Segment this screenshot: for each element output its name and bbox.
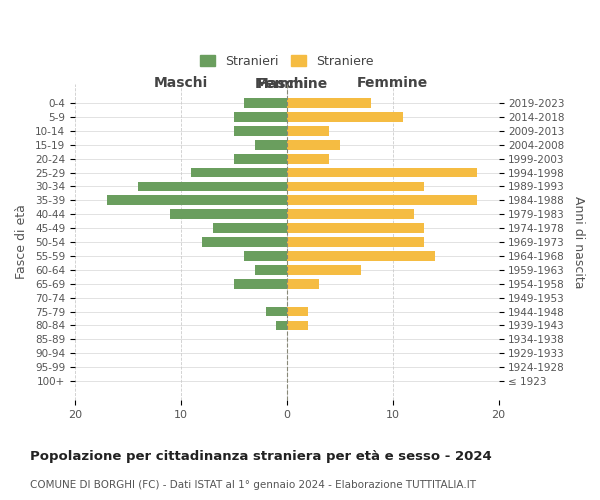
Bar (170, 210, 287, 219)
Bar (234, 279, 287, 288)
Text: Maschi: Maschi (154, 76, 208, 90)
Bar (212, 224, 287, 233)
Bar (287, 224, 424, 233)
Bar (287, 168, 478, 177)
Bar (202, 237, 287, 247)
Bar (255, 265, 287, 274)
Text: Popolazione per cittadinanza straniera per età e sesso - 2024: Popolazione per cittadinanza straniera p… (30, 450, 492, 463)
Bar (287, 306, 308, 316)
Bar (107, 196, 287, 205)
Bar (234, 126, 287, 136)
Bar (287, 237, 424, 247)
Y-axis label: Anni di nascita: Anni di nascita (572, 196, 585, 288)
Bar (244, 98, 287, 108)
Bar (287, 210, 414, 219)
Text: Femmine: Femmine (256, 76, 328, 90)
Bar (287, 98, 371, 108)
Bar (276, 320, 287, 330)
Bar (287, 182, 424, 192)
Bar (287, 279, 319, 288)
Bar (244, 251, 287, 261)
Y-axis label: Fasce di età: Fasce di età (15, 204, 28, 280)
Bar (287, 196, 478, 205)
Bar (234, 154, 287, 164)
Bar (255, 140, 287, 149)
Text: COMUNE DI BORGHI (FC) - Dati ISTAT al 1° gennaio 2024 - Elaborazione TUTTITALIA.: COMUNE DI BORGHI (FC) - Dati ISTAT al 1°… (30, 480, 476, 490)
Text: Femmine: Femmine (357, 76, 428, 90)
Bar (287, 320, 308, 330)
Bar (287, 265, 361, 274)
Bar (287, 154, 329, 164)
Bar (287, 126, 329, 136)
Legend: Stranieri, Straniere: Stranieri, Straniere (194, 49, 380, 74)
Bar (266, 306, 287, 316)
Bar (287, 251, 435, 261)
Bar (191, 168, 287, 177)
Bar (287, 140, 340, 149)
Text: Maschi: Maschi (254, 76, 308, 90)
Bar (234, 112, 287, 122)
Bar (287, 112, 403, 122)
Bar (139, 182, 287, 192)
